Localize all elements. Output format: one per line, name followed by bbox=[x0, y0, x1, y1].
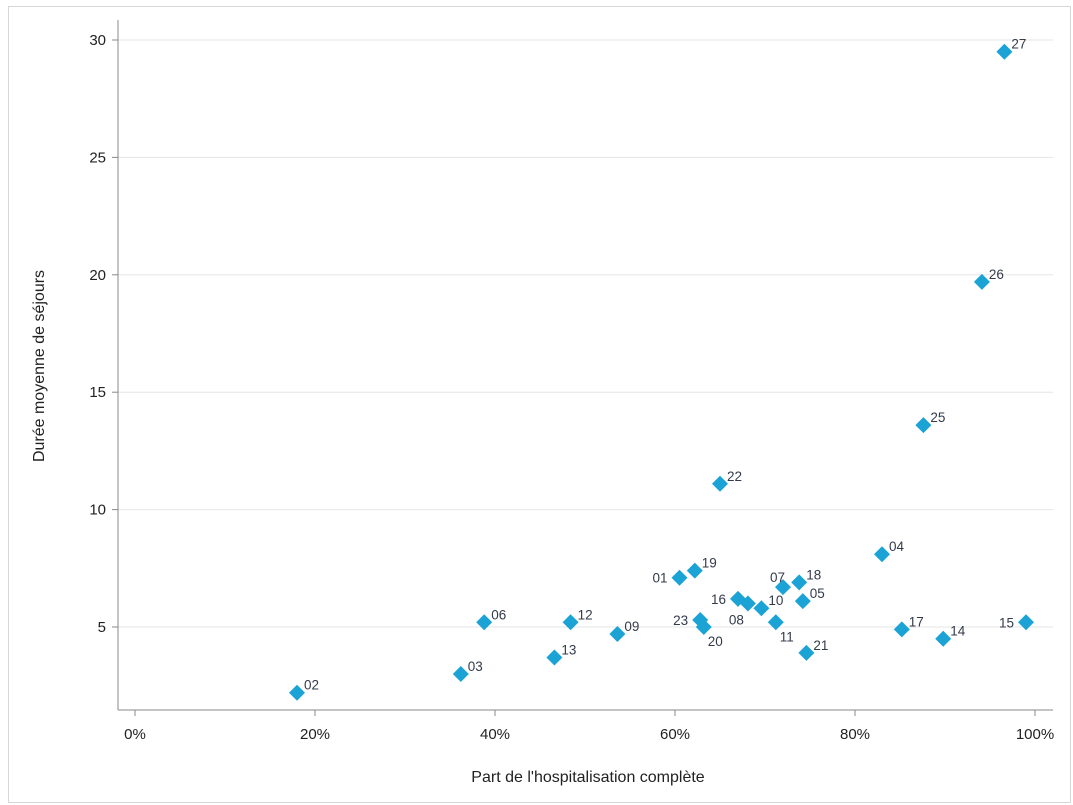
point-label-22: 22 bbox=[727, 469, 742, 484]
point-label-12: 12 bbox=[578, 607, 593, 622]
point-marker-17 bbox=[893, 621, 910, 638]
point-marker-12 bbox=[562, 614, 579, 631]
y-tick-label: 25 bbox=[89, 149, 106, 166]
axis-layer bbox=[117, 20, 1053, 711]
point-marker-15 bbox=[1018, 614, 1034, 631]
point-label-08: 08 bbox=[729, 613, 744, 628]
point-label-09: 09 bbox=[624, 619, 639, 634]
point-label-05: 05 bbox=[810, 586, 825, 601]
x-tick-label: 100% bbox=[1016, 726, 1054, 743]
point-marker-26 bbox=[973, 273, 990, 290]
point-label-02: 02 bbox=[304, 678, 319, 693]
point-marker-19 bbox=[686, 562, 703, 579]
point-label-20: 20 bbox=[708, 634, 723, 649]
point-marker-10 bbox=[753, 600, 770, 617]
point-marker-03 bbox=[452, 665, 469, 682]
point-label-11: 11 bbox=[780, 629, 794, 644]
grid-layer bbox=[118, 39, 1053, 628]
point-marker-21 bbox=[798, 644, 815, 661]
point-label-07: 07 bbox=[770, 570, 785, 585]
point-label-01: 01 bbox=[652, 571, 667, 586]
y-tick-label: 15 bbox=[89, 384, 106, 401]
point-label-06: 06 bbox=[491, 607, 506, 622]
x-tick-label: 40% bbox=[480, 726, 510, 743]
x-tick-label: 20% bbox=[300, 726, 330, 743]
point-label-19: 19 bbox=[702, 556, 717, 571]
point-marker-09 bbox=[609, 626, 626, 643]
x-axis-title: Part de l'hospitalisation complète bbox=[471, 769, 705, 786]
point-label-layer: 01 02 03 04 05 06 07 08 09 10 11 12 13 14 15 16 17 18 19 20… bbox=[304, 37, 1026, 693]
tick-layer: 5 10 15 20 25 30 0% 20% 40% 60% 80% 100% bbox=[89, 32, 1054, 743]
y-tick-label: 20 bbox=[89, 267, 106, 284]
point-label-23: 23 bbox=[673, 613, 688, 628]
y-tick-label: 10 bbox=[89, 502, 106, 519]
point-label-13: 13 bbox=[561, 643, 576, 658]
point-label-26: 26 bbox=[989, 267, 1004, 282]
x-tick-label: 60% bbox=[660, 726, 690, 743]
point-marker-02 bbox=[289, 684, 305, 701]
point-label-18: 18 bbox=[806, 567, 821, 582]
point-marker-07 bbox=[775, 579, 791, 596]
point-label-16: 16 bbox=[711, 592, 726, 607]
chart-frame bbox=[8, 6, 1071, 803]
point-marker-05 bbox=[794, 593, 811, 610]
point-marker-25 bbox=[915, 417, 932, 434]
point-marker-04 bbox=[874, 546, 890, 563]
point-label-21: 21 bbox=[813, 638, 828, 653]
point-label-27: 27 bbox=[1011, 37, 1026, 52]
point-marker-23 bbox=[692, 611, 709, 628]
point-label-04: 04 bbox=[889, 539, 905, 554]
x-tick-label: 80% bbox=[840, 726, 870, 743]
point-marker-16 bbox=[730, 590, 746, 607]
y-axis-title: Durée moyenne de séjours bbox=[31, 270, 48, 462]
point-marker-06 bbox=[476, 614, 493, 631]
point-label-10: 10 bbox=[768, 593, 783, 608]
point-label-17: 17 bbox=[909, 614, 924, 629]
point-label-15: 15 bbox=[999, 615, 1014, 630]
point-marker-14 bbox=[935, 630, 952, 647]
point-label-25: 25 bbox=[930, 410, 945, 425]
x-tick-label: 0% bbox=[124, 726, 146, 743]
point-marker-22 bbox=[712, 475, 728, 492]
point-marker-18 bbox=[791, 574, 808, 591]
y-tick-label: 30 bbox=[89, 32, 106, 49]
y-tick-label: 5 bbox=[98, 619, 106, 636]
point-layer bbox=[289, 43, 1034, 701]
point-marker-11 bbox=[767, 614, 784, 631]
point-label-03: 03 bbox=[468, 659, 483, 674]
point-marker-13 bbox=[546, 649, 563, 666]
point-marker-27 bbox=[996, 43, 1013, 60]
point-marker-01 bbox=[671, 569, 688, 586]
point-label-14: 14 bbox=[950, 624, 966, 639]
